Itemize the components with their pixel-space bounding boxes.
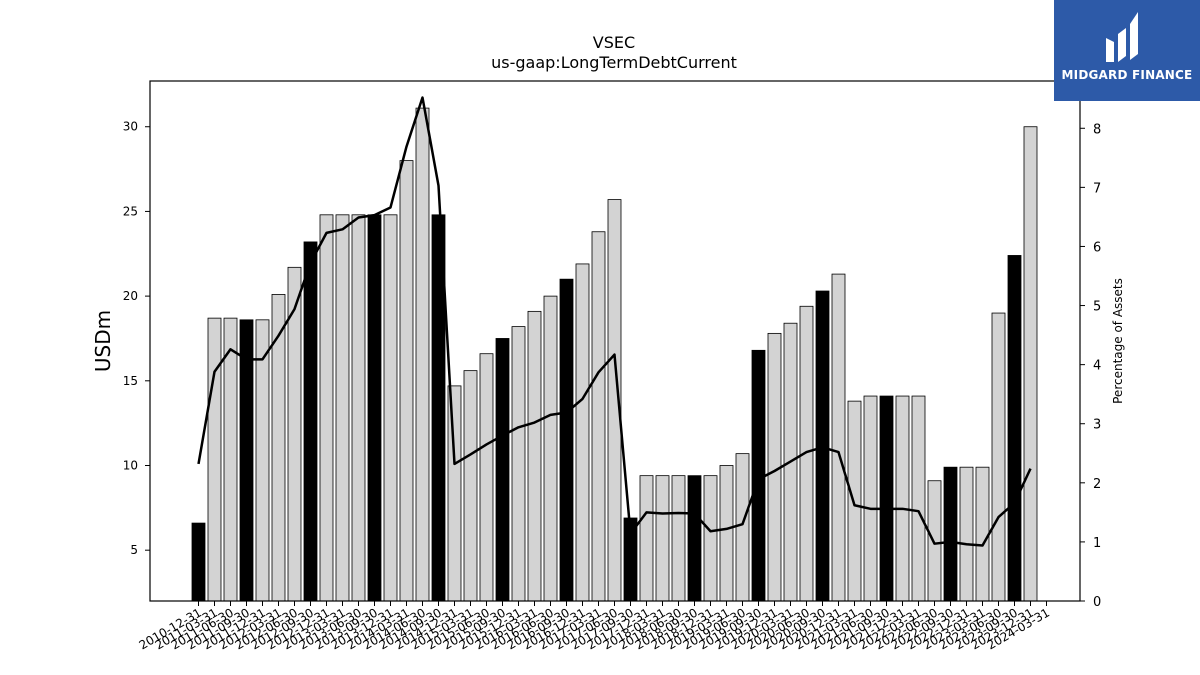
y2-tick-label: 0 bbox=[1093, 595, 1101, 610]
percentage-line bbox=[197, 96, 1032, 547]
bar bbox=[479, 353, 494, 602]
bar bbox=[719, 465, 734, 602]
chart-subtitle: us-gaap:LongTermDebtCurrent bbox=[491, 53, 737, 72]
bar bbox=[975, 466, 990, 602]
y-tick-label: 5 bbox=[130, 543, 138, 557]
bar bbox=[687, 475, 702, 602]
bar bbox=[559, 278, 574, 602]
bar bbox=[335, 214, 350, 602]
logo-mark-icon bbox=[1106, 12, 1138, 62]
axes: 510152025300123456782010-12-312011-03-31… bbox=[123, 80, 1101, 652]
y2-tick-label: 1 bbox=[1093, 536, 1101, 551]
bar bbox=[367, 214, 382, 602]
bar bbox=[511, 326, 526, 602]
bar bbox=[863, 395, 878, 602]
bar bbox=[959, 466, 974, 602]
bar bbox=[207, 317, 222, 602]
bar bbox=[223, 317, 238, 602]
bar bbox=[191, 522, 206, 602]
bar bbox=[991, 312, 1006, 602]
bar bbox=[879, 395, 894, 602]
bar bbox=[591, 231, 606, 602]
bar bbox=[303, 241, 318, 602]
y-axis-label: USDm bbox=[91, 310, 115, 372]
brand-name: MIDGARD FINANCE bbox=[1061, 68, 1193, 82]
bar bbox=[735, 453, 750, 602]
bar bbox=[831, 273, 846, 602]
y2-tick-label: 2 bbox=[1093, 477, 1101, 492]
line-series-group bbox=[197, 96, 1032, 547]
bar bbox=[703, 475, 718, 602]
y2-axis-label: Percentage of Assets bbox=[1111, 278, 1125, 404]
bar bbox=[575, 263, 590, 602]
bar bbox=[1007, 255, 1022, 602]
bar bbox=[911, 395, 926, 602]
y2-tick-label: 6 bbox=[1093, 240, 1101, 255]
y-tick-label: 30 bbox=[123, 120, 138, 134]
y2-tick-label: 8 bbox=[1093, 122, 1101, 137]
bar bbox=[463, 370, 478, 602]
bar bbox=[351, 214, 366, 602]
brand-logo: MIDGARD FINANCE bbox=[1054, 0, 1200, 101]
bar bbox=[815, 290, 830, 602]
bar bbox=[1023, 126, 1038, 602]
y-tick-label: 10 bbox=[123, 458, 138, 472]
bar bbox=[399, 160, 414, 602]
bar bbox=[255, 319, 270, 602]
bar bbox=[383, 214, 398, 602]
bar bbox=[319, 214, 334, 602]
y-tick-label: 25 bbox=[123, 204, 138, 218]
bar bbox=[655, 475, 670, 602]
y2-tick-label: 7 bbox=[1093, 181, 1101, 196]
bar bbox=[239, 319, 254, 602]
bar bbox=[639, 475, 654, 602]
chart-title: VSEC bbox=[593, 33, 635, 52]
y-tick-label: 15 bbox=[123, 374, 138, 388]
y2-tick-label: 4 bbox=[1093, 359, 1101, 374]
y2-tick-label: 3 bbox=[1093, 418, 1101, 433]
bar bbox=[415, 107, 430, 602]
bar bbox=[527, 310, 542, 602]
bar bbox=[895, 395, 910, 602]
bar bbox=[543, 295, 558, 602]
y2-tick-label: 5 bbox=[1093, 300, 1101, 315]
bar bbox=[943, 466, 958, 602]
bar bbox=[671, 475, 686, 602]
y-tick-label: 20 bbox=[123, 289, 138, 303]
bar bbox=[495, 338, 510, 602]
bar bbox=[447, 385, 462, 602]
